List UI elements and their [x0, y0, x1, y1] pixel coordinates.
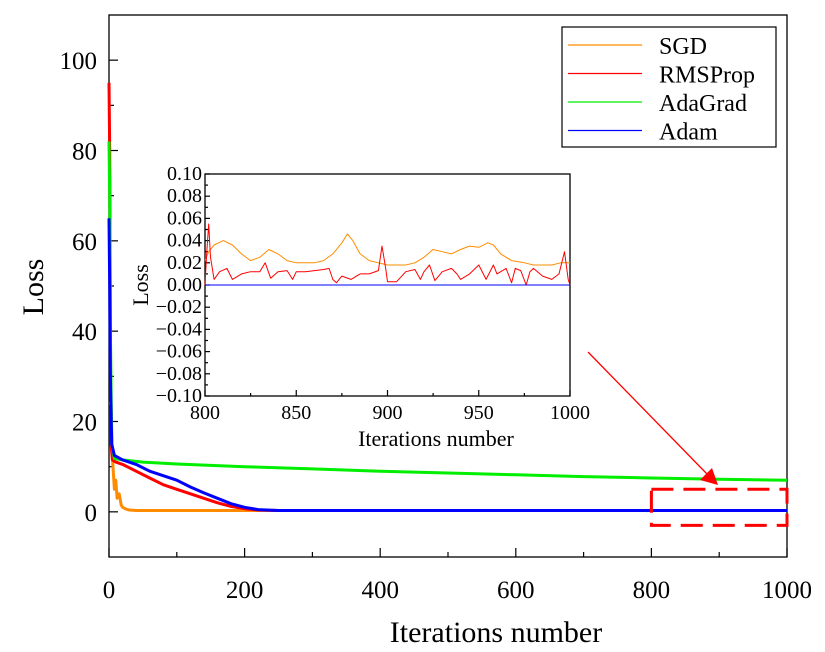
inset-y-tick-label: −0.04: [156, 318, 202, 340]
inset-x-tick-label: 950: [464, 402, 494, 424]
y-tick-label: 20: [72, 410, 97, 437]
y-tick-label: 100: [60, 48, 98, 75]
inset-x-tick-label: 800: [190, 402, 220, 424]
inset-x-tick-label: 1000: [550, 402, 590, 424]
x-tick-label: 1000: [762, 577, 812, 604]
inset-y-tick-label: 0.00: [167, 274, 202, 296]
legend-label-adam: Adam: [659, 120, 718, 146]
zoom-arrow-line: [587, 351, 709, 476]
x-tick-label: 0: [103, 577, 116, 604]
legend-label-adagrad: AdaGrad: [659, 91, 747, 117]
inset-y-tick-label: 0.08: [167, 185, 202, 207]
zoom-arrow-head: [700, 468, 718, 485]
x-axis-label: Iterations number: [390, 616, 602, 649]
y-tick-label: 0: [85, 500, 98, 527]
inset-series-line-sgd: [204, 233, 570, 266]
inset-x-tick-label: 900: [373, 402, 403, 424]
x-tick-label: 600: [497, 577, 535, 604]
inset-y-tick-label: 0.02: [167, 252, 202, 274]
series-line-adam: [107, 218, 787, 512]
zoom-region-box: [649, 487, 789, 527]
inset-background: [145, 166, 585, 456]
inset-y-tick-label: 0.10: [167, 163, 202, 185]
inset-y-tick-label: −0.02: [156, 296, 202, 318]
legend-label-sgd: SGD: [659, 34, 707, 60]
y-tick-label: 60: [72, 229, 97, 256]
inset-y-tick-label: 0.06: [167, 207, 202, 229]
y-axis-label: Loss: [17, 259, 50, 316]
y-tick-label: 40: [72, 319, 97, 346]
inset-x-tick-label: 850: [281, 402, 311, 424]
main-plot: 0 200 400 600 800 1000 0 20 40 60 80 100 Iterations …: [17, 14, 812, 649]
inset-series-line-rmsprop: [204, 223, 571, 286]
inset-y-tick-label: −0.10: [156, 385, 202, 407]
legend-label-rmsprop: RMSProp: [659, 63, 755, 89]
inset-x-axis-label: Iterations number: [358, 426, 514, 451]
x-tick-label: 800: [633, 577, 671, 604]
inset-y-tick-label: −0.08: [156, 363, 202, 385]
inset-y-tick-label: 0.04: [167, 230, 202, 252]
inset-plot: 800 850 900 950 1000 −0.10−0.08−0.06−0.04−0.0…: [128, 163, 590, 456]
x-tick-label: 400: [361, 577, 399, 604]
inset-y-tick-label: −0.06: [156, 341, 202, 363]
legend-box: [561, 26, 777, 148]
y-tick-label: 80: [72, 139, 97, 166]
inset-y-axis-label: Loss: [128, 264, 153, 306]
x-tick-label: 200: [226, 577, 264, 604]
